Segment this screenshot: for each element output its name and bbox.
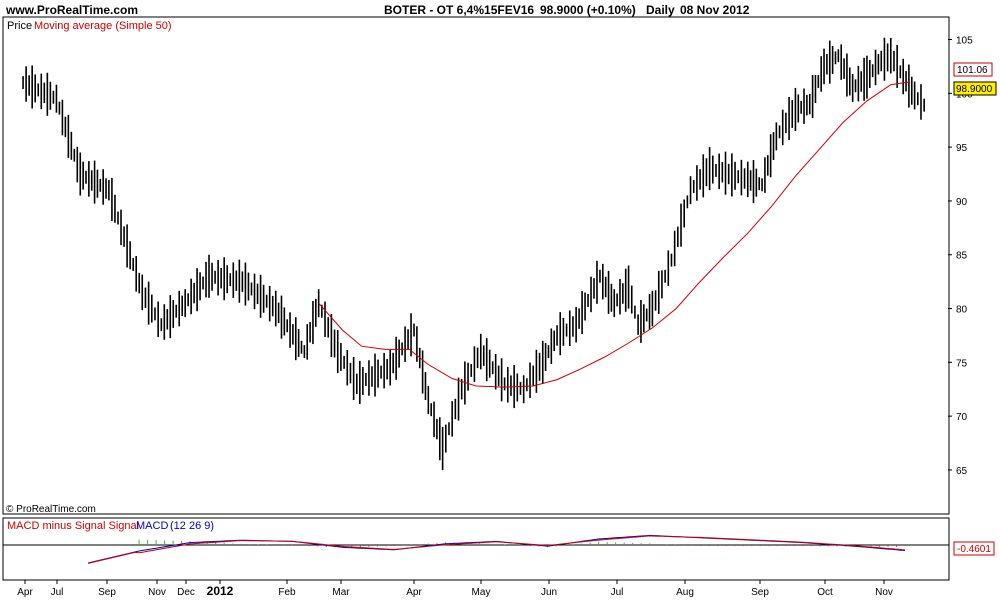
y-tick-label: 95 — [956, 143, 968, 154]
last-price-label: 98.9000 — [956, 84, 993, 95]
x-tick-label: Mar — [332, 587, 350, 598]
x-tick-label: Nov — [148, 587, 166, 598]
signal-line — [87, 535, 906, 564]
y-tick-label: 105 — [956, 36, 973, 47]
x-tick-label: Sep — [98, 587, 116, 598]
y-tick-label: 70 — [956, 412, 968, 423]
x-tick-label: Sep — [751, 587, 769, 598]
quote: 98.9000 (+0.10%) — [540, 3, 636, 17]
moving-average-line — [318, 81, 910, 388]
price-series — [22, 37, 925, 470]
legend-macd: MACD — [136, 520, 168, 532]
x-tick-label: Jun — [541, 587, 557, 598]
period: Daily — [646, 3, 675, 17]
y-tick-label: 75 — [956, 358, 968, 369]
x-tick-label: May — [472, 587, 491, 598]
x-tick-label: Apr — [17, 587, 33, 598]
x-tick-label: Jul — [611, 587, 624, 598]
x-tick-label: 2012 — [207, 584, 234, 598]
legend-price: Price — [7, 20, 32, 32]
instrument-name: BOTER - OT 6,4%15FEV16 — [384, 3, 534, 17]
x-tick-label: Dec — [177, 587, 195, 598]
watermark: © ProRealTime.com — [6, 504, 96, 515]
y-tick-label: 90 — [956, 197, 968, 208]
site-name: www.ProRealTime.com — [5, 3, 138, 17]
x-tick-label: Aug — [676, 587, 694, 598]
x-tick-label: Apr — [406, 587, 422, 598]
price-panel — [2, 16, 950, 515]
x-tick-label: Nov — [875, 587, 893, 598]
y-tick-label: 65 — [956, 466, 968, 477]
price-y-axis: 65707580859095100105 — [948, 36, 973, 477]
x-axis: Apr Jul Sep Nov Dec 2012 Feb Mar Apr May Jun Jul Aug… — [17, 580, 893, 598]
legend-macd-params: (12 26 9) — [170, 520, 214, 532]
macd-last-label: -0.4601 — [957, 544, 991, 555]
legend-macd-histogram: MACD minus Signal Signal — [7, 520, 139, 532]
x-tick-label: Jul — [51, 587, 64, 598]
macd-last-badge — [953, 541, 995, 556]
legend-moving-average: Moving average (Simple 50) — [34, 20, 172, 32]
date: 08 Nov 2012 — [680, 3, 750, 17]
y-tick-label: 85 — [956, 251, 968, 262]
ma-last-badge — [953, 62, 993, 77]
ma-last-label: 101.06 — [957, 65, 988, 76]
last-price-badge — [953, 81, 997, 96]
y-tick-label: 80 — [956, 305, 968, 316]
x-tick-label: Oct — [817, 587, 833, 598]
x-tick-label: Feb — [278, 587, 296, 598]
